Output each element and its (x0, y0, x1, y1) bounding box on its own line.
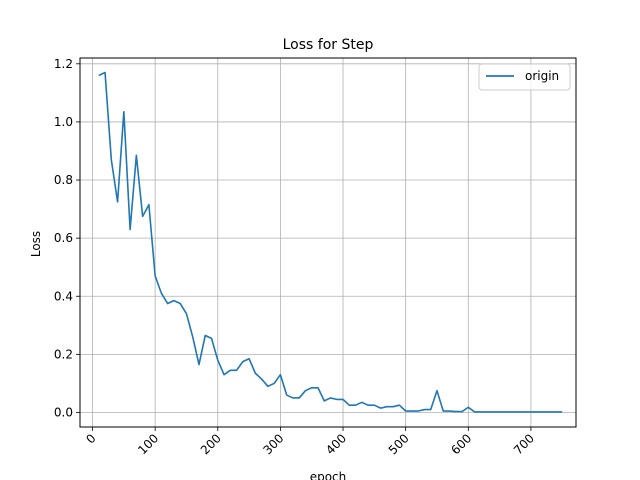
legend-label: origin (525, 69, 559, 83)
y-tick-label: 0.8 (54, 173, 73, 187)
y-axis-label: Loss (29, 231, 43, 257)
series-line-origin (98, 71, 563, 413)
grid (80, 58, 576, 427)
x-axis-label: epoch (310, 470, 347, 480)
y-axis-ticks: 0.0 0.2 0.4 0.6 0.8 1.0 1.2 (54, 57, 80, 419)
legend: origin (478, 63, 571, 91)
y-tick-label: 0.4 (54, 289, 73, 303)
chart-title: Loss for Step (283, 37, 374, 53)
axes-frame (79, 57, 577, 428)
y-tick-label: 0.2 (54, 347, 73, 361)
y-tick-label: 1.2 (54, 57, 73, 71)
y-tick-label: 1.0 (54, 115, 73, 129)
plot-area (98, 71, 563, 413)
legend-box (478, 63, 571, 91)
y-tick-label: 0.0 (54, 405, 73, 419)
y-tick-label: 0.6 (54, 231, 73, 245)
